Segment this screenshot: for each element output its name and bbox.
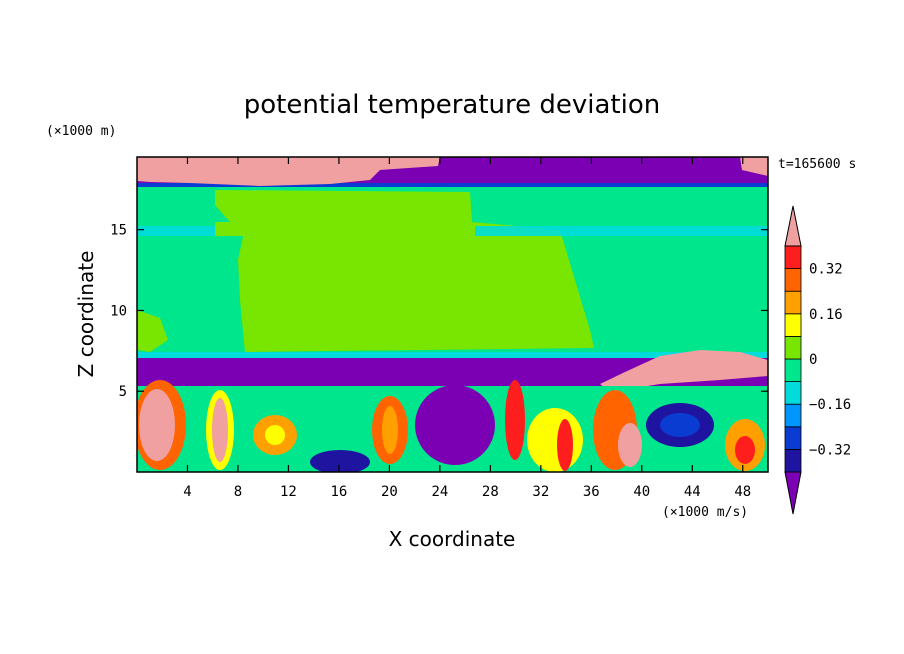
- field-pink-plume: [600, 350, 768, 392]
- colorbar-label: 0: [809, 352, 817, 368]
- field-blob: [382, 406, 398, 454]
- field-blob: [618, 423, 642, 467]
- chart-title: potential temperature deviation: [244, 90, 660, 120]
- colorbar-swatch: [784, 335, 802, 360]
- x-tick-label: 44: [684, 484, 701, 500]
- field-blob: [415, 385, 495, 465]
- x-tick-label: 28: [482, 484, 499, 500]
- colorbar-swatch: [784, 245, 802, 270]
- field-blob: [310, 450, 370, 472]
- y-unit-label: (×1000 m): [46, 124, 116, 139]
- x-tick-label: 12: [280, 484, 297, 500]
- colorbar-swatch: [784, 358, 802, 383]
- field-blob: [139, 389, 175, 461]
- colorbar-swatch: [784, 403, 802, 428]
- colorbar-swatch: [784, 313, 802, 337]
- field-plateau-left: [137, 310, 168, 352]
- x-tick-label: 32: [532, 484, 549, 500]
- field-blob: [660, 413, 700, 437]
- colorbar-swatch: [784, 448, 802, 473]
- field-plateau-cover: [215, 222, 475, 236]
- field-pink-cap: [137, 157, 440, 186]
- x-tick-label: 36: [583, 484, 600, 500]
- x-tick-label: 20: [381, 484, 398, 500]
- y-axis: 5 10 15: [110, 223, 768, 400]
- plot-frame: [136, 156, 769, 473]
- field-blob: [527, 408, 583, 472]
- contour-field: [137, 157, 768, 472]
- colorbar-label: −0.16: [809, 397, 851, 413]
- colorbar-label: 0.16: [809, 307, 843, 323]
- x-axis: 4 8 12 16 20 24 28 32 36 40 44 48: [183, 157, 751, 500]
- colorbar-swatch: [784, 426, 802, 450]
- y-tick-label: 5: [119, 384, 127, 400]
- colorbar-extend-low: [784, 471, 802, 515]
- colorbar-extend-high: [784, 205, 802, 247]
- field-cyan-above-inversion: [137, 352, 768, 358]
- field-blob: [735, 436, 755, 464]
- y-axis-label: Z coordinate: [74, 251, 98, 378]
- time-label: t=165600 s: [778, 157, 856, 172]
- field-pink-cap-right: [740, 157, 768, 176]
- colorbar: 0.32 0.16 0 −0.16 −0.32: [784, 205, 851, 515]
- x-tick-label: 4: [183, 484, 191, 500]
- field-blob: [557, 419, 573, 471]
- colorbar-swatch: [784, 290, 802, 315]
- colorbar-swatch: [784, 268, 802, 292]
- field-blob: [505, 380, 525, 460]
- x-unit-label: (×1000 m/s): [662, 505, 748, 520]
- x-tick-label: 40: [633, 484, 650, 500]
- field-blob: [212, 398, 228, 462]
- x-tick-label: 16: [330, 484, 347, 500]
- x-tick-label: 24: [431, 484, 448, 500]
- y-tick-label: 10: [110, 303, 127, 319]
- field-line-top: [137, 183, 768, 187]
- x-tick-label: 48: [734, 484, 751, 500]
- field-blob: [265, 425, 285, 445]
- colorbar-swatch: [784, 381, 802, 405]
- y-tick-label: 15: [110, 223, 127, 239]
- x-axis-label: X coordinate: [389, 527, 516, 551]
- colorbar-label: 0.32: [809, 262, 843, 278]
- colorbar-label: −0.32: [809, 442, 851, 458]
- x-tick-label: 8: [234, 484, 242, 500]
